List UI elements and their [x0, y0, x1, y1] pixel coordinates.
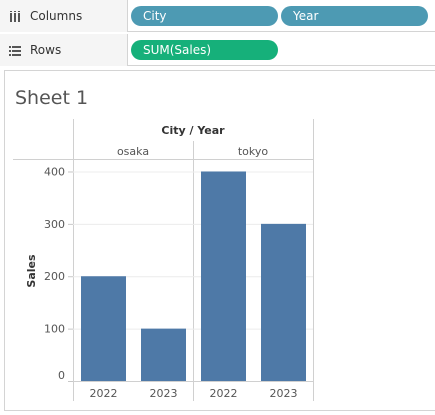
bar-chart: City / Year osaka tokyo Sales 0 100 200 300…: [13, 119, 314, 401]
rows-label: Rows: [30, 43, 62, 57]
columns-label: Columns: [30, 9, 83, 23]
rows-shelf[interactable]: Rows SUM(Sales): [0, 34, 435, 66]
y-tick-label: 0: [58, 369, 65, 382]
bar-tokyo-2023[interactable]: [261, 223, 306, 381]
bar-tokyo-2022[interactable]: [201, 171, 246, 381]
rows-icon: [8, 43, 22, 57]
columns-shelf-label: Columns: [0, 0, 128, 32]
header-title: City / Year: [161, 124, 225, 137]
y-tick-label: 200: [44, 270, 65, 283]
x-tick-label: 2023: [150, 387, 178, 400]
columns-shelf[interactable]: Columns City Year: [0, 0, 435, 32]
x-tick-label: 2022: [90, 387, 118, 400]
x-tick-label: 2023: [270, 387, 298, 400]
x-tick-layer: 2022 2023 2022 2023: [90, 387, 298, 400]
columns-icon: [8, 9, 22, 23]
city-header-tokyo: tokyo: [238, 145, 269, 158]
bar-layer: [81, 171, 306, 381]
sheet-area: Sheet 1 City / Year osaka tokyo Sales 0 1…: [4, 70, 435, 411]
bar-osaka-2022[interactable]: [81, 276, 126, 381]
y-tick-label: 400: [44, 165, 65, 178]
y-axis-label: Sales: [25, 254, 38, 288]
bar-osaka-2023[interactable]: [141, 328, 186, 381]
y-tick-layer: 0 100 200 300 400: [44, 165, 73, 382]
rows-shelf-label: Rows: [0, 34, 128, 66]
sheet-title: Sheet 1: [15, 87, 89, 109]
city-header-osaka: osaka: [117, 145, 149, 158]
x-tick-label: 2022: [210, 387, 238, 400]
rows-pill-sum-sales[interactable]: SUM(Sales): [131, 40, 278, 60]
columns-pill-year[interactable]: Year: [281, 6, 428, 26]
y-tick-label: 300: [44, 218, 65, 231]
columns-pill-city[interactable]: City: [131, 6, 278, 26]
y-tick-label: 100: [44, 323, 65, 336]
